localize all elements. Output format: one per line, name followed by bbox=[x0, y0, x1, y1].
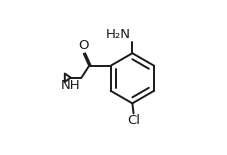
Text: H₂N: H₂N bbox=[106, 28, 131, 41]
Text: O: O bbox=[78, 39, 88, 52]
Text: Cl: Cl bbox=[127, 114, 140, 127]
Text: NH: NH bbox=[61, 79, 80, 92]
